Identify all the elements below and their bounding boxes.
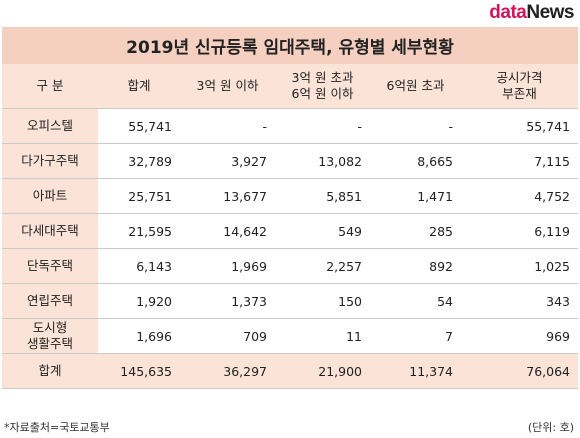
- row-label: 단독주택: [2, 248, 98, 284]
- row-label: 연립주택: [2, 283, 98, 319]
- table-row: 도시형 생활주택 1,696 709 11 7 969: [2, 318, 578, 354]
- cell-under-300m: -: [180, 108, 275, 144]
- cell-total: 21,595: [98, 213, 180, 249]
- cell-total: 25,751: [98, 178, 180, 214]
- row-label: 도시형 생활주택: [2, 318, 98, 354]
- rental-housing-table: 구 분 합계 3억 원 이하 3억 원 초과 6억 원 이하 6억원 초과 공시가…: [2, 64, 578, 389]
- cell-total: 1,920: [98, 283, 180, 319]
- cell-300m-to-600m: 11: [275, 318, 370, 354]
- cell-under-300m: 14,642: [180, 213, 275, 249]
- cell-300m-to-600m: 2,257: [275, 248, 370, 284]
- cell-300m-to-600m: 549: [275, 213, 370, 249]
- row-label: 다세대주택: [2, 213, 98, 249]
- cell-no-official-price: 1,025: [461, 248, 578, 284]
- row-label: 오피스텔: [2, 108, 98, 144]
- cell-total: 55,741: [98, 108, 180, 144]
- header-300m-to-600m: 3억 원 초과 6억 원 이하: [275, 64, 370, 109]
- table-row: 다세대주택 21,595 14,642 549 285 6,119: [2, 213, 578, 249]
- table-row: 오피스텔 55,741- - -55,741: [2, 108, 578, 144]
- cell-under-300m: 709: [180, 318, 275, 354]
- header-under-300m: 3억 원 이하: [180, 64, 275, 109]
- cell-over-600m: 8,665: [370, 143, 461, 179]
- cell-no-official-price: 76,064: [461, 353, 578, 389]
- table-title: 2019년 신규등록 임대주택, 유형별 세부현황: [2, 27, 578, 64]
- cell-300m-to-600m: -: [275, 108, 370, 144]
- row-label: 합계: [2, 353, 98, 389]
- cell-under-300m: 13,677: [180, 178, 275, 214]
- cell-300m-to-600m: 13,082: [275, 143, 370, 179]
- table-row: 다가구주택 32,789 3,927 13,082 8,665 7,115: [2, 143, 578, 179]
- cell-total: 32,789: [98, 143, 180, 179]
- cell-over-600m: 11,374: [370, 353, 461, 389]
- header-no-official-price: 공시가격 부존재: [461, 64, 578, 109]
- cell-under-300m: 1,969: [180, 248, 275, 284]
- cell-total: 6,143: [98, 248, 180, 284]
- header-category: 구 분: [2, 64, 98, 109]
- cell-300m-to-600m: 150: [275, 283, 370, 319]
- source-note: *자료출처=국토교통부: [4, 421, 110, 434]
- table-row: 연립주택 1,920 1,373 150 54 343: [2, 283, 578, 319]
- cell-no-official-price: 55,741: [461, 108, 578, 144]
- logo-part-data: data: [489, 2, 527, 23]
- header-total: 합계: [98, 64, 180, 109]
- cell-300m-to-600m: 5,851: [275, 178, 370, 214]
- cell-under-300m: 1,373: [180, 283, 275, 319]
- cell-over-600m: 1,471: [370, 178, 461, 214]
- cell-over-600m: 7: [370, 318, 461, 354]
- cell-under-300m: 3,927: [180, 143, 275, 179]
- header-row: 구 분 합계 3억 원 이하 3억 원 초과 6억 원 이하 6억원 초과 공시가…: [2, 64, 578, 109]
- table-row: 아파트 25,751 13,677 5,851 1,471 4,752: [2, 178, 578, 214]
- cell-no-official-price: 969: [461, 318, 578, 354]
- cell-total: 145,635: [98, 353, 180, 389]
- cell-over-600m: -: [370, 108, 461, 144]
- unit-note: (단위: 호): [527, 421, 574, 434]
- logo-part-news: News: [526, 2, 574, 23]
- header-over-600m: 6억원 초과: [370, 64, 461, 109]
- row-label: 아파트: [2, 178, 98, 214]
- table-row: 단독주택 6,143 1,969 2,257 892 1,025: [2, 248, 578, 284]
- cell-no-official-price: 6,119: [461, 213, 578, 249]
- cell-over-600m: 54: [370, 283, 461, 319]
- cell-under-300m: 36,297: [180, 353, 275, 389]
- cell-over-600m: 892: [370, 248, 461, 284]
- cell-total: 1,696: [98, 318, 180, 354]
- row-label: 다가구주택: [2, 143, 98, 179]
- cell-300m-to-600m: 21,900: [275, 353, 370, 389]
- cell-no-official-price: 343: [461, 283, 578, 319]
- datanews-logo: dataNews: [489, 2, 574, 24]
- cell-no-official-price: 4,752: [461, 178, 578, 214]
- cell-no-official-price: 7,115: [461, 143, 578, 179]
- cell-over-600m: 285: [370, 213, 461, 249]
- total-row: 합계 145,635 36,297 21,900 11,374 76,064: [2, 353, 578, 389]
